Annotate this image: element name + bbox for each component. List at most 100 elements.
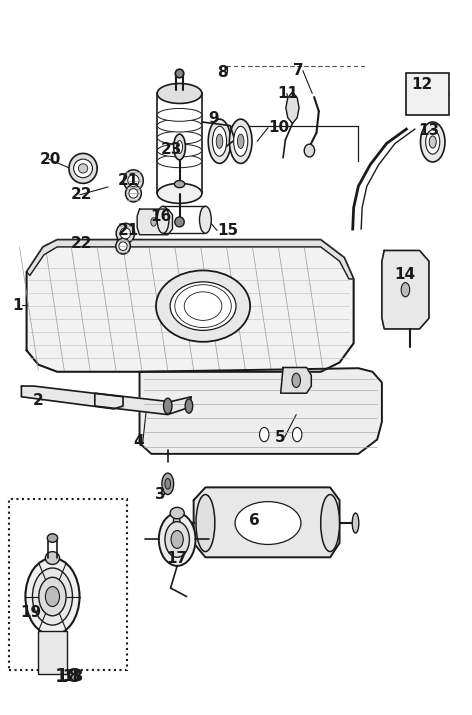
Polygon shape <box>21 386 123 409</box>
Ellipse shape <box>157 132 202 144</box>
Ellipse shape <box>426 130 440 154</box>
Ellipse shape <box>184 292 222 320</box>
Bar <box>9 499 127 670</box>
Text: 2: 2 <box>33 393 43 408</box>
Bar <box>406 74 449 115</box>
Ellipse shape <box>124 170 143 191</box>
Text: 3: 3 <box>155 487 166 502</box>
Ellipse shape <box>171 531 183 548</box>
Ellipse shape <box>157 144 202 157</box>
Ellipse shape <box>170 508 184 519</box>
Ellipse shape <box>33 568 73 625</box>
Ellipse shape <box>119 242 127 250</box>
Ellipse shape <box>401 282 410 297</box>
Ellipse shape <box>212 127 227 157</box>
Ellipse shape <box>174 180 185 187</box>
Text: 4: 4 <box>134 434 144 449</box>
Ellipse shape <box>175 69 184 78</box>
Ellipse shape <box>208 119 231 164</box>
Ellipse shape <box>116 238 130 254</box>
Ellipse shape <box>151 217 156 226</box>
Text: 12: 12 <box>411 77 432 92</box>
Text: 23: 23 <box>160 142 182 157</box>
Ellipse shape <box>157 119 202 132</box>
Ellipse shape <box>174 134 185 160</box>
Ellipse shape <box>292 373 301 388</box>
Ellipse shape <box>429 136 436 148</box>
Ellipse shape <box>216 134 223 149</box>
Polygon shape <box>26 240 354 372</box>
Ellipse shape <box>237 134 244 149</box>
Ellipse shape <box>126 184 141 202</box>
Ellipse shape <box>157 183 202 203</box>
Ellipse shape <box>196 495 215 551</box>
Ellipse shape <box>165 522 189 557</box>
Ellipse shape <box>165 478 170 489</box>
Text: 8: 8 <box>217 64 228 79</box>
Ellipse shape <box>234 127 248 157</box>
Polygon shape <box>26 240 354 279</box>
Ellipse shape <box>260 428 269 442</box>
Text: 7: 7 <box>294 63 304 78</box>
Ellipse shape <box>156 270 250 342</box>
Ellipse shape <box>159 513 195 566</box>
Ellipse shape <box>175 285 231 327</box>
Text: 17: 17 <box>166 551 187 566</box>
Polygon shape <box>281 368 312 393</box>
Text: 10: 10 <box>268 120 289 135</box>
Text: 13: 13 <box>419 123 440 138</box>
Ellipse shape <box>185 399 193 413</box>
Text: 21: 21 <box>118 173 139 188</box>
Polygon shape <box>194 488 339 557</box>
Ellipse shape <box>39 577 66 616</box>
Text: 6: 6 <box>249 513 260 528</box>
Ellipse shape <box>129 189 138 198</box>
Text: 19: 19 <box>20 605 42 620</box>
Ellipse shape <box>157 206 169 233</box>
Ellipse shape <box>45 551 59 564</box>
Text: 16: 16 <box>151 209 172 224</box>
Ellipse shape <box>116 223 135 243</box>
Ellipse shape <box>304 144 315 157</box>
Ellipse shape <box>175 217 184 227</box>
Ellipse shape <box>170 282 236 330</box>
Text: 1: 1 <box>12 298 23 313</box>
Ellipse shape <box>162 473 174 495</box>
Text: 18: 18 <box>54 667 82 686</box>
Bar <box>38 631 67 674</box>
Polygon shape <box>137 209 172 235</box>
Ellipse shape <box>320 495 339 551</box>
Text: 5: 5 <box>275 430 286 445</box>
Polygon shape <box>382 250 429 329</box>
Ellipse shape <box>128 174 139 187</box>
Ellipse shape <box>45 586 59 606</box>
Ellipse shape <box>157 84 202 104</box>
Ellipse shape <box>78 164 88 173</box>
Text: 15: 15 <box>217 223 238 238</box>
Ellipse shape <box>177 141 183 154</box>
Ellipse shape <box>173 513 180 533</box>
Polygon shape <box>286 92 299 124</box>
Text: 11: 11 <box>278 86 298 101</box>
Text: 20: 20 <box>39 152 61 167</box>
Ellipse shape <box>421 122 445 162</box>
Ellipse shape <box>120 228 131 239</box>
Ellipse shape <box>47 534 58 542</box>
Ellipse shape <box>352 513 359 533</box>
Ellipse shape <box>235 502 301 544</box>
Ellipse shape <box>163 398 172 414</box>
Ellipse shape <box>293 428 302 442</box>
Text: 21: 21 <box>118 223 139 238</box>
Polygon shape <box>140 368 382 454</box>
Ellipse shape <box>74 159 93 177</box>
Ellipse shape <box>25 558 79 635</box>
Ellipse shape <box>69 154 97 183</box>
Ellipse shape <box>157 155 202 168</box>
Text: 9: 9 <box>209 111 219 126</box>
Polygon shape <box>95 393 191 415</box>
Ellipse shape <box>200 206 211 233</box>
Ellipse shape <box>229 119 252 164</box>
Text: 22: 22 <box>70 187 92 202</box>
Text: 22: 22 <box>70 236 92 251</box>
Ellipse shape <box>157 109 202 122</box>
